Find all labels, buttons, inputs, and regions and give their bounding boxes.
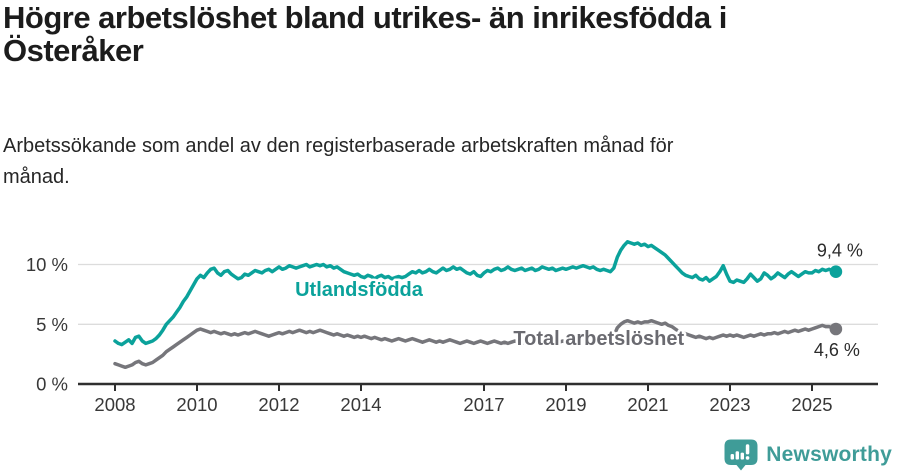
logo-exclamation-bar: [746, 444, 750, 455]
x-tick-label: 2017: [463, 394, 504, 415]
line-chart: 10 % 5 % 0 % 2008 2010 2012 2014 2017 2019 2021 20…: [26, 240, 878, 415]
series-end-value: 4,6 %: [814, 340, 860, 360]
newsworthy-brand: Newsworthy: [724, 439, 892, 471]
x-tick-label: 2008: [94, 394, 135, 415]
logo-exclamation-dot: [746, 456, 750, 460]
series-end-dot: [829, 322, 843, 336]
y-tick-label: 5 %: [36, 314, 68, 335]
chart-subtitle: Arbetssökande som andel av den registerb…: [3, 135, 674, 188]
x-tick-label: 2025: [791, 394, 832, 415]
logo-bar-3: [740, 452, 745, 460]
series-label: Total arbetslöshet: [513, 328, 684, 350]
x-tick-label: 2012: [258, 394, 299, 415]
series-end-dot: [829, 265, 843, 278]
series-end-value: 9,4 %: [817, 241, 863, 261]
x-tick-label: 2021: [627, 394, 668, 415]
series-label: Utlandsfödda: [295, 279, 424, 301]
logo-bar-1: [730, 454, 735, 460]
series-line: [113, 318, 838, 370]
x-tick-label: 2023: [709, 394, 750, 415]
logo-bar-2: [735, 451, 740, 460]
chart-title: Högre arbetslöshet bland utrikes- än inr…: [3, 0, 727, 68]
y-tick-label: 10 %: [26, 254, 68, 275]
brand-name: Newsworthy: [766, 443, 892, 466]
x-tick-label: 2019: [545, 394, 586, 415]
series-line: [113, 240, 838, 347]
x-tick-label: 2010: [176, 394, 217, 415]
y-tick-label: 0 %: [36, 374, 68, 395]
newsworthy-logo-icon: [724, 439, 758, 471]
x-tick-label: 2014: [340, 394, 381, 415]
